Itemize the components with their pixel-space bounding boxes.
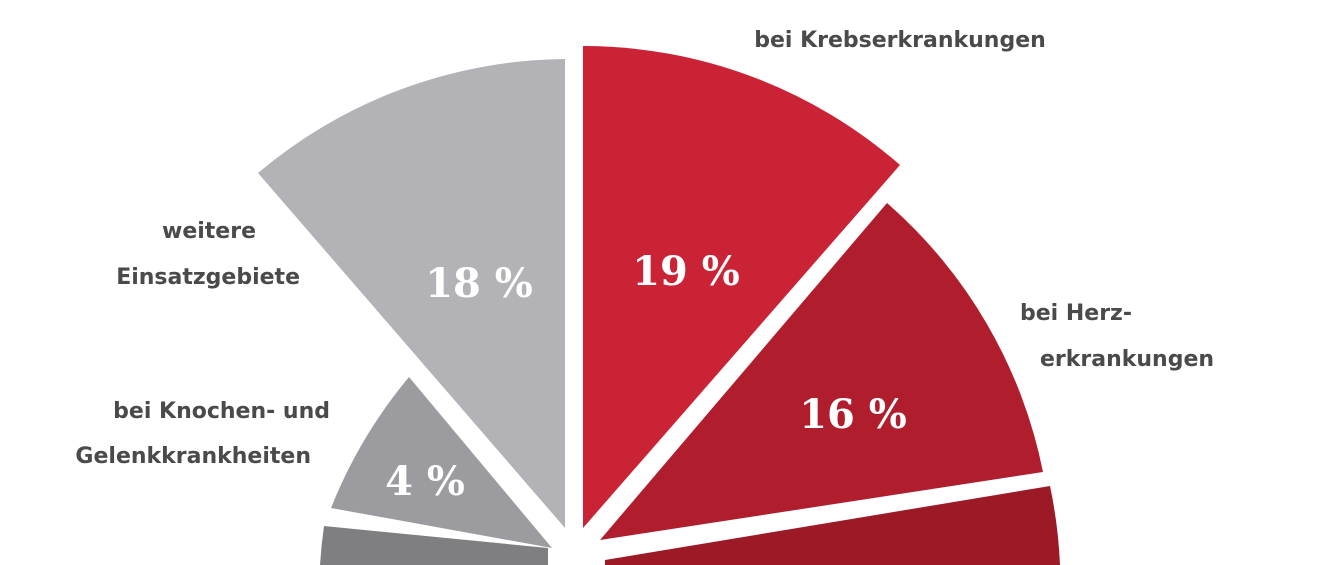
value-label-herz: 16 % — [799, 391, 907, 438]
value-label-knochen: 4 % — [385, 458, 465, 505]
category-label-krebs: bei Krebserkrankungen — [754, 28, 1046, 53]
slice-dark-grey — [320, 526, 548, 565]
value-label-weitere: 18 % — [425, 260, 533, 307]
category-label-weitere-line1: weitere — [162, 219, 256, 244]
category-label-knochen-line1: bei Knochen- und — [113, 399, 330, 424]
category-label-knochen-line2: Gelenkkrankheiten — [75, 444, 311, 469]
slice-dark-red — [605, 486, 1060, 565]
category-label-herz-line2: erkrankungen — [1040, 347, 1214, 372]
value-label-krebs: 19 % — [632, 248, 740, 295]
slice-krebserkrankungen — [583, 46, 900, 528]
slice-knochen-gelenk — [331, 377, 552, 548]
category-label-herz-line1: bei Herz- — [1020, 301, 1132, 326]
category-label-weitere-line2: Einsatzgebiete — [116, 265, 300, 290]
slice-herzerkrankungen — [600, 203, 1043, 540]
slice-weitere — [258, 59, 565, 528]
